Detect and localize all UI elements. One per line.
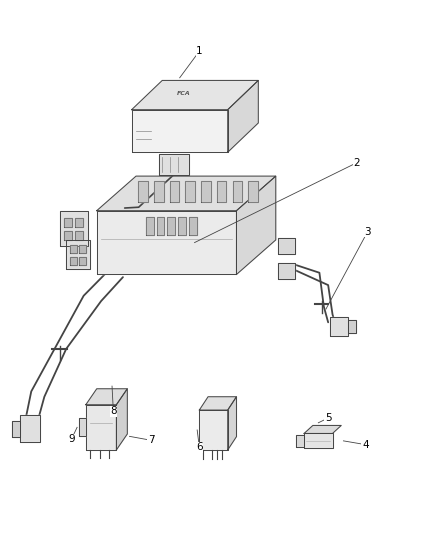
Polygon shape <box>248 181 258 202</box>
Polygon shape <box>154 181 163 202</box>
Polygon shape <box>304 433 332 448</box>
Polygon shape <box>278 238 294 254</box>
Polygon shape <box>117 389 127 450</box>
Text: 9: 9 <box>68 434 75 445</box>
Text: 1: 1 <box>196 46 203 56</box>
Text: 3: 3 <box>364 227 371 237</box>
Polygon shape <box>79 256 86 265</box>
Polygon shape <box>66 240 90 269</box>
Polygon shape <box>20 415 40 442</box>
Polygon shape <box>12 421 20 437</box>
Polygon shape <box>75 217 83 227</box>
Polygon shape <box>79 245 86 253</box>
Text: 5: 5 <box>325 413 332 423</box>
Polygon shape <box>64 231 72 240</box>
Polygon shape <box>97 211 237 274</box>
Polygon shape <box>86 405 117 450</box>
Polygon shape <box>86 389 127 405</box>
Polygon shape <box>70 256 77 265</box>
Polygon shape <box>237 176 276 274</box>
Text: 2: 2 <box>353 158 360 168</box>
Polygon shape <box>132 80 258 110</box>
Polygon shape <box>138 181 148 202</box>
Polygon shape <box>75 231 83 240</box>
Polygon shape <box>156 217 164 235</box>
Polygon shape <box>97 176 276 211</box>
Polygon shape <box>146 217 153 235</box>
Polygon shape <box>132 110 228 152</box>
Polygon shape <box>167 217 175 235</box>
Polygon shape <box>201 181 211 202</box>
Polygon shape <box>296 435 304 447</box>
Text: FCA: FCA <box>177 91 191 96</box>
Polygon shape <box>185 181 195 202</box>
Text: 8: 8 <box>110 406 117 416</box>
Polygon shape <box>189 217 197 235</box>
Text: 6: 6 <box>196 442 203 452</box>
Polygon shape <box>178 217 186 235</box>
Polygon shape <box>79 418 86 437</box>
Polygon shape <box>228 397 237 450</box>
Polygon shape <box>60 211 88 246</box>
Text: 4: 4 <box>362 440 369 450</box>
Polygon shape <box>278 263 294 279</box>
Polygon shape <box>330 317 348 336</box>
Polygon shape <box>170 181 179 202</box>
Polygon shape <box>159 155 189 174</box>
Polygon shape <box>228 80 258 152</box>
Text: 7: 7 <box>148 435 155 446</box>
Polygon shape <box>233 181 242 202</box>
Polygon shape <box>70 245 77 253</box>
Polygon shape <box>199 410 228 450</box>
Polygon shape <box>217 181 226 202</box>
Polygon shape <box>64 217 72 227</box>
Polygon shape <box>348 320 356 333</box>
Polygon shape <box>199 397 237 410</box>
Polygon shape <box>304 425 341 433</box>
